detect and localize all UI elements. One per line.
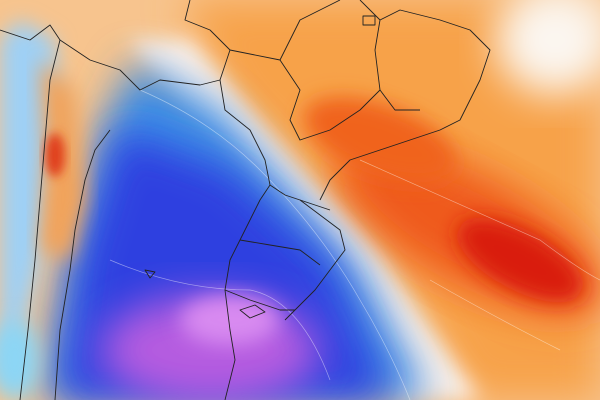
border (284, 199, 346, 321)
border (59, 39, 331, 211)
border (239, 239, 321, 266)
border (229, 0, 341, 61)
contours (109, 89, 600, 400)
coastal-cool (0, 320, 40, 400)
andes-hot-spot (45, 133, 65, 177)
borders (0, 0, 491, 400)
contour-line (359, 159, 600, 281)
hot-core (456, 217, 584, 303)
contour-line (109, 259, 331, 381)
lake (239, 304, 266, 319)
lake (362, 15, 376, 26)
hot-region-2 (303, 97, 457, 183)
lake (144, 269, 156, 279)
coldest-core (180, 295, 280, 345)
border (224, 184, 271, 400)
contour-line (429, 279, 561, 351)
border (0, 24, 61, 400)
neutral-region (495, 0, 600, 95)
border (319, 0, 491, 201)
contour-line (139, 89, 411, 400)
border (54, 129, 111, 400)
border (279, 59, 381, 141)
border (374, 19, 420, 111)
border (184, 0, 231, 81)
border (224, 289, 295, 311)
